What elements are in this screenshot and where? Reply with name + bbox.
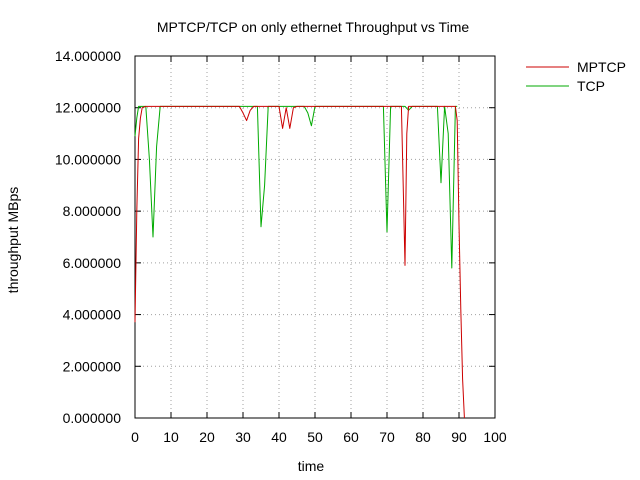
y-tick-label: 12.000000: [55, 100, 121, 116]
x-tick-label: 90: [451, 429, 467, 445]
x-tick-label: 30: [235, 429, 251, 445]
tick-marks: [134, 55, 496, 419]
x-tick-labels: 0 10 20 30 40 50 60 70 80 90 100: [131, 429, 507, 445]
legend-label-tcp: TCP: [577, 78, 605, 94]
x-tick-label: 70: [379, 429, 395, 445]
y-tick-label: 6.000000: [63, 255, 122, 271]
y-tick-label: 14.000000: [55, 48, 121, 64]
y-tick-label: 2.000000: [63, 358, 122, 374]
series-line-mptcp: [134, 105, 465, 419]
y-axis-label: throughput MBps: [5, 187, 21, 294]
series-lines: [134, 105, 465, 419]
y-tick-labels: 0.000000 2.000000 4.000000 6.000000 8.000000…: [55, 48, 121, 426]
series-line-tcp: [134, 105, 458, 269]
y-tick-label: 8.000000: [63, 203, 122, 219]
x-tick-label: 100: [483, 429, 507, 445]
y-tick-label: 0.000000: [63, 410, 122, 426]
x-axis-label: time: [298, 458, 325, 474]
y-tick-label: 4.000000: [63, 307, 122, 323]
legend: MPTCP TCP: [526, 59, 626, 94]
x-tick-label: 10: [163, 429, 179, 445]
x-tick-label: 60: [343, 429, 359, 445]
chart-title: MPTCP/TCP on only ethernet Throughput vs…: [157, 19, 470, 35]
x-tick-label: 80: [415, 429, 431, 445]
x-tick-label: 40: [271, 429, 287, 445]
x-tick-label: 0: [131, 429, 139, 445]
y-tick-label: 10.000000: [55, 151, 121, 167]
x-tick-label: 50: [307, 429, 323, 445]
x-tick-label: 20: [199, 429, 215, 445]
legend-label-mptcp: MPTCP: [577, 59, 626, 75]
grid-lines: [135, 56, 495, 418]
